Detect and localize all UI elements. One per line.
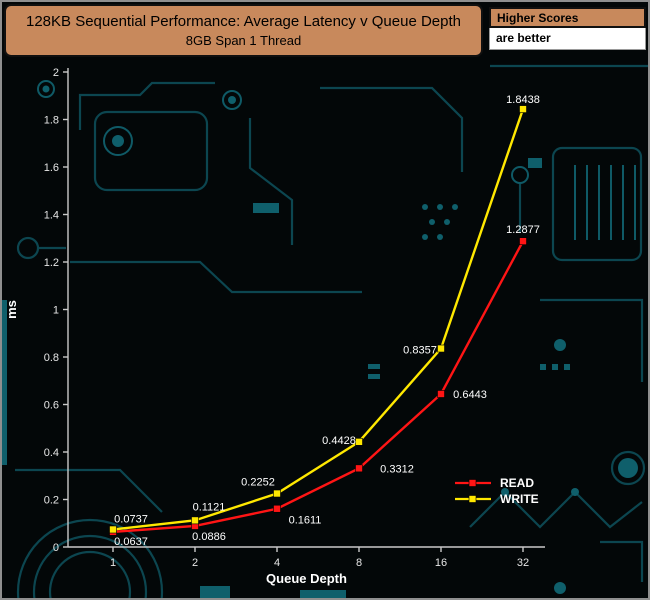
chart-title: 128KB Sequential Performance: Average La… (25, 13, 461, 30)
data-point-marker (519, 237, 527, 245)
data-point-marker (109, 525, 117, 534)
y-tick-label: 0.6 (44, 400, 59, 412)
read-series: 0.0637 0.0886 0.1611 0.3312 0.6443 1.2877 (109, 224, 540, 548)
axes (63, 68, 545, 552)
data-point-marker (437, 344, 445, 353)
y-tick-label: 0.2 (44, 495, 59, 507)
legend-label: READ (500, 476, 534, 490)
y-tick-label: 0.8 (44, 352, 59, 364)
data-label: 0.1121 (193, 501, 226, 513)
are-better-label: are better (489, 28, 646, 50)
data-point-marker (273, 489, 281, 498)
y-tick-label: 0 (53, 542, 59, 554)
y-tick-label: 1.8 (44, 115, 59, 127)
y-tick-label: 1.2 (44, 257, 59, 269)
x-tick-label: 4 (274, 557, 280, 569)
x-tick-label: 8 (356, 557, 362, 569)
data-label: 0.6443 (453, 389, 487, 401)
x-tick-label: 32 (517, 557, 529, 569)
legend-marker (468, 479, 477, 487)
data-point-marker (273, 504, 281, 513)
data-label: 0.3312 (380, 463, 414, 475)
circuit-details (37, 80, 636, 240)
data-label: 1.8438 (506, 94, 540, 106)
data-label: 0.8357 (403, 345, 437, 357)
chart-header: 128KB Sequential Performance: Average La… (4, 4, 483, 57)
y-tick-label: 1.6 (44, 162, 59, 174)
data-point-marker (519, 105, 527, 113)
data-label: 0.4428 (322, 435, 356, 447)
y-axis-title: ms (4, 300, 19, 319)
data-label: 0.2252 (241, 477, 275, 489)
data-label: 0.1611 (289, 515, 322, 527)
x-tick-label: 1 (110, 557, 116, 569)
legend-label: WRITE (500, 492, 539, 506)
y-tick-label: 0.4 (44, 447, 59, 459)
data-point-marker (437, 390, 445, 398)
higher-scores-label: Higher Scores (489, 7, 646, 28)
circuit-traces (15, 64, 648, 600)
x-tick-label: 16 (435, 557, 447, 569)
x-axis-title: Queue Depth (266, 571, 347, 586)
data-label: 1.2877 (506, 224, 540, 236)
y-tick-label: 1 (53, 305, 59, 317)
y-tick-label: 1.4 (44, 210, 59, 222)
data-point-marker (355, 464, 363, 473)
circuit-pads (0, 85, 638, 598)
data-label: 0.0737 (114, 513, 148, 525)
data-point-marker (191, 516, 199, 525)
legend-item-write: WRITE (455, 492, 539, 506)
y-tick-label: 2 (53, 67, 59, 79)
write-series: 0.0737 0.1121 0.2252 0.4428 0.8357 1.8438 (109, 94, 540, 534)
data-label: 0.0886 (192, 531, 226, 543)
data-label: 0.0637 (114, 536, 148, 548)
data-point-marker (355, 438, 363, 446)
x-tick-label: 2 (192, 557, 198, 569)
legend-item-read: READ (455, 476, 534, 490)
higher-scores-note: Higher Scores are better (489, 7, 646, 50)
legend-marker (468, 495, 477, 503)
chart-subtitle: 8GB Span 1 Thread (185, 33, 302, 48)
